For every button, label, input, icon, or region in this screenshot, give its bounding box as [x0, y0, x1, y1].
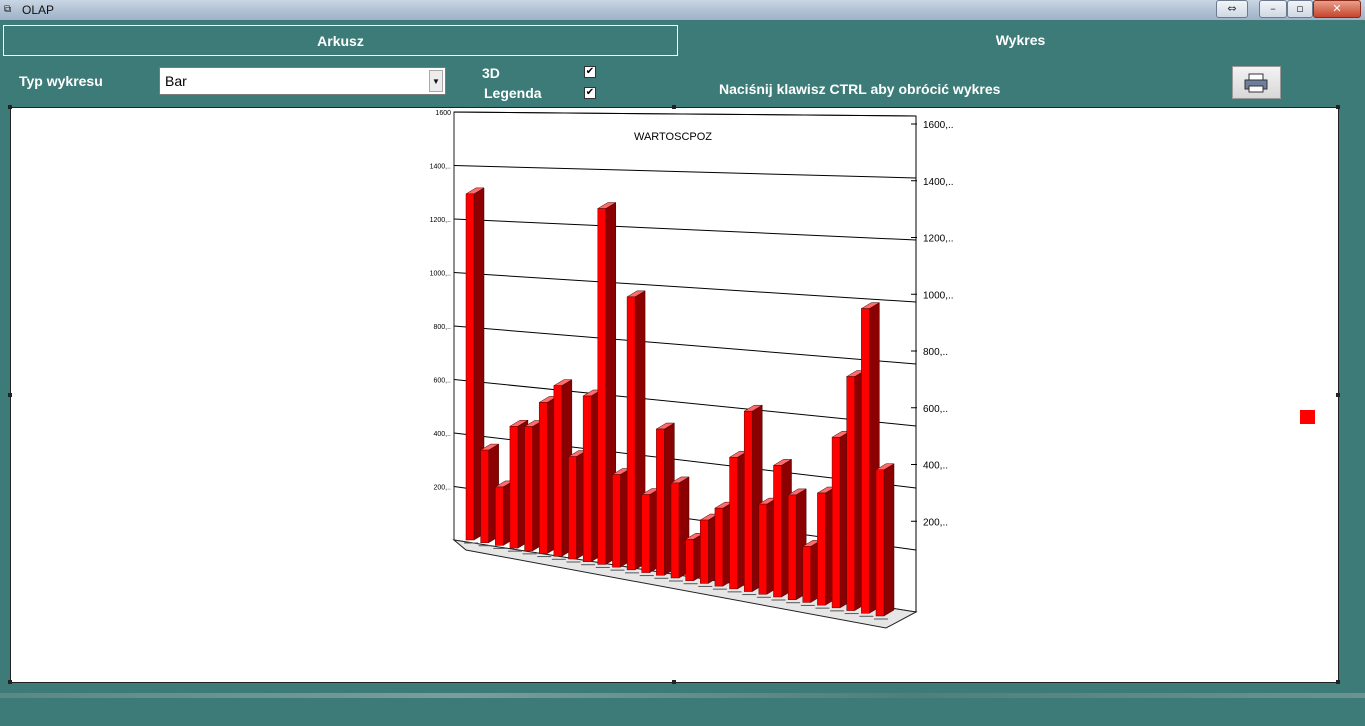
y-tick-label-left: 600,..: [433, 378, 451, 385]
y-tick-label-left: 1400,..: [430, 164, 451, 171]
option-3d-label: 3D: [482, 65, 500, 81]
y-tick-label-right: 1000,..: [923, 290, 954, 301]
legend-label: Legenda: [484, 85, 542, 101]
bar: [509, 426, 519, 549]
app-icon: ⧉: [4, 4, 12, 15]
bar: [670, 482, 680, 579]
bar: [875, 469, 885, 617]
bar-chart[interactable]: 1600 1400,.. 1200,.. 1000,.. 800,.. 600,.. 400…: [11, 108, 1338, 682]
y-tick-label-left: 1600: [435, 110, 451, 117]
bar: [538, 402, 548, 554]
bar: [656, 428, 665, 576]
bar: [714, 507, 724, 587]
chart-type-value: Bar: [165, 73, 187, 89]
bar: [861, 308, 870, 614]
resize-handle[interactable]: [8, 393, 12, 397]
status-strip: [0, 698, 1365, 726]
bar: [553, 385, 563, 557]
bar: [700, 519, 709, 584]
option-3d-checkbox[interactable]: ✔: [584, 66, 596, 78]
bar: [758, 503, 768, 595]
gridline: [453, 218, 917, 241]
chart-type-select[interactable]: Bar ▼: [159, 67, 446, 95]
y-tick-label-left: 800,..: [433, 324, 451, 331]
bar-side: [883, 463, 895, 617]
bar: [465, 193, 475, 541]
chart-title: WARTOSCPOZ: [634, 131, 712, 143]
window-title: OLAP: [22, 3, 55, 17]
y-tick-label-right: 1600,..: [923, 120, 954, 131]
gridline: [453, 165, 917, 179]
y-tick-label-right: 200,..: [923, 517, 948, 528]
chart-panel: 1600 1400,.. 1200,.. 1000,.. 800,.. 600,.. 400…: [10, 107, 1339, 683]
legend-swatch: [1300, 410, 1315, 424]
gridline: [453, 325, 917, 365]
close-icon[interactable]: ✕: [1313, 0, 1361, 18]
print-button[interactable]: [1232, 66, 1281, 99]
gridline: [453, 111, 917, 117]
chevron-down-icon[interactable]: ▼: [429, 70, 443, 92]
restore-arrows-icon[interactable]: ⇔: [1216, 0, 1248, 18]
bar: [582, 395, 592, 562]
tab-arkusz[interactable]: Arkusz: [3, 25, 678, 56]
bar: [817, 492, 826, 606]
resize-handle[interactable]: [672, 105, 676, 109]
bar: [641, 494, 650, 573]
bar: [685, 539, 694, 581]
y-tick-label-right: 800,..: [923, 347, 948, 358]
bar: [787, 494, 797, 600]
legend-checkbox[interactable]: ✔: [584, 87, 596, 99]
title-bar: ⧉ OLAP ⇔ – ▫ ✕: [0, 0, 1365, 20]
scroll-track: [0, 693, 1365, 698]
maximize-icon[interactable]: ▫: [1287, 0, 1313, 18]
y-tick-label-left: 200,..: [433, 485, 451, 492]
resize-handle[interactable]: [1336, 393, 1340, 397]
y-tick-label-left: 1000,..: [430, 271, 451, 278]
minimize-icon[interactable]: –: [1259, 0, 1287, 18]
bar: [729, 456, 738, 590]
y-tick-label-right: 400,..: [923, 461, 948, 472]
bar: [568, 456, 577, 560]
chart-type-label: Typ wykresu: [19, 73, 103, 89]
bar: [831, 436, 841, 609]
bar: [495, 486, 504, 546]
tab-wykres[interactable]: Wykres: [679, 25, 1362, 56]
y-tick-label-left: 1200,..: [430, 217, 451, 224]
resize-handle[interactable]: [1336, 680, 1340, 684]
gridline: [453, 379, 917, 427]
printer-icon: [1244, 73, 1268, 93]
bar: [626, 296, 636, 571]
bar: [597, 208, 607, 565]
bar: [480, 449, 489, 543]
bar: [743, 410, 753, 592]
bar: [524, 426, 533, 552]
bar: [846, 376, 855, 611]
gridline: [453, 272, 917, 303]
resize-handle[interactable]: [8, 105, 12, 109]
rotate-hint: Naciśnij klawisz CTRL aby obrócić wykres: [719, 81, 1001, 97]
y-tick-label-right: 1400,..: [923, 177, 954, 188]
y-tick-label-left: 400,..: [433, 431, 451, 438]
resize-handle[interactable]: [8, 680, 12, 684]
bar: [773, 465, 782, 598]
resize-handle[interactable]: [1336, 105, 1340, 109]
bar: [612, 474, 621, 568]
y-tick-label-right: 1200,..: [923, 234, 954, 245]
resize-handle[interactable]: [672, 680, 676, 684]
bar: [802, 546, 812, 603]
y-tick-label-right: 600,..: [923, 404, 948, 415]
